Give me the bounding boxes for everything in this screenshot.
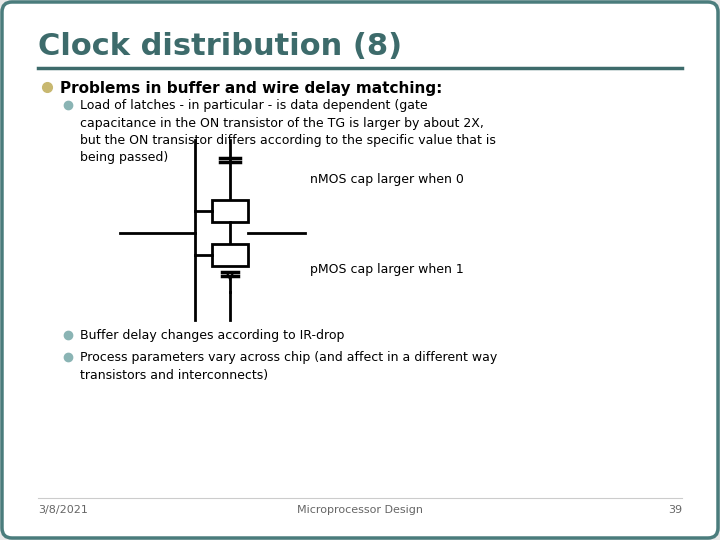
Text: Process parameters vary across chip (and affect in a different way
transistors a: Process parameters vary across chip (and… (80, 351, 498, 381)
Text: Load of latches - in particular - is data dependent (gate
capacitance in the ON : Load of latches - in particular - is dat… (80, 99, 496, 165)
Text: 3/8/2021: 3/8/2021 (38, 505, 88, 515)
Text: nMOS cap larger when 0: nMOS cap larger when 0 (310, 173, 464, 186)
Text: pMOS cap larger when 1: pMOS cap larger when 1 (310, 264, 464, 276)
Text: Clock distribution (8): Clock distribution (8) (38, 32, 402, 61)
Bar (212, 244, 248, 266)
Text: Buffer delay changes according to IR-drop: Buffer delay changes according to IR-dro… (80, 329, 344, 342)
Text: Problems in buffer and wire delay matching:: Problems in buffer and wire delay matchi… (60, 81, 442, 96)
Text: Microprocessor Design: Microprocessor Design (297, 505, 423, 515)
Bar (212, 200, 248, 222)
Text: 39: 39 (668, 505, 682, 515)
